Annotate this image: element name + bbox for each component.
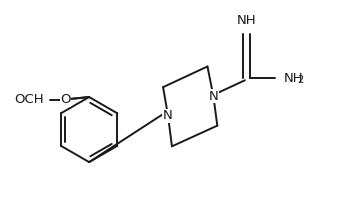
Text: O: O <box>60 93 71 107</box>
Text: N: N <box>163 109 173 122</box>
Text: N: N <box>209 89 218 103</box>
Text: NH: NH <box>283 72 303 85</box>
Text: 2: 2 <box>297 75 304 85</box>
Text: NH: NH <box>237 14 257 27</box>
Text: OCH: OCH <box>14 93 44 107</box>
